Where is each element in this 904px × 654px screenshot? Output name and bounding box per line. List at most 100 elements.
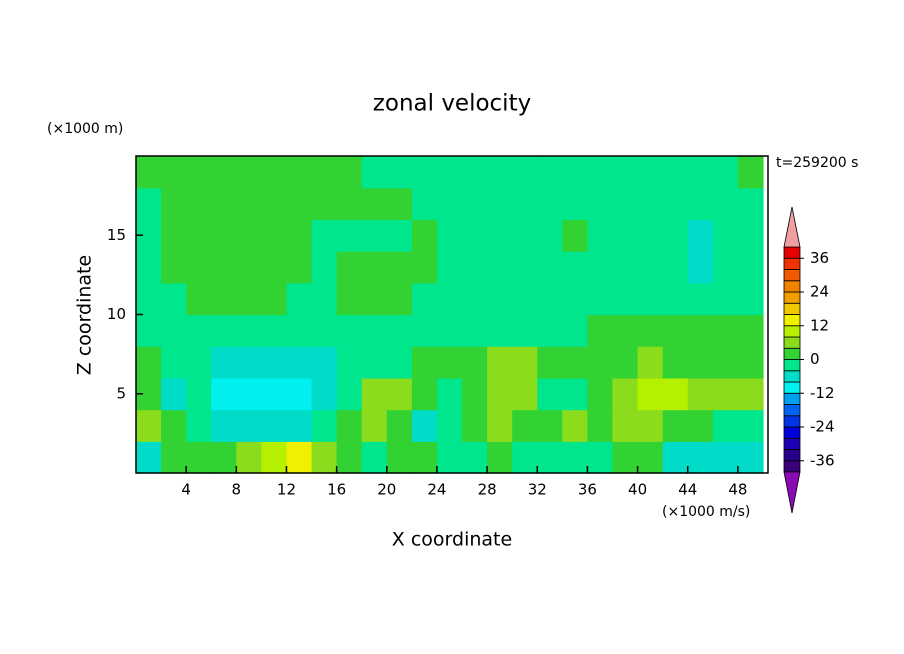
contour-cell [537, 282, 563, 316]
contour-cell [236, 409, 262, 442]
colorbar-box [783, 302, 801, 315]
contour-cell [587, 314, 614, 347]
contour-cell [637, 282, 664, 316]
contour-cell [562, 187, 589, 220]
contour-cell [336, 314, 363, 347]
contour-cell [512, 251, 538, 284]
contour-cell [336, 409, 363, 442]
contour-cell [737, 377, 764, 411]
contour-cell [286, 156, 313, 189]
contour-cell [487, 282, 513, 316]
contour-cell [161, 314, 187, 347]
contour-cell [612, 251, 639, 284]
x-tick-label: 4 [181, 481, 191, 499]
colorbar-box [783, 291, 801, 304]
contour-cell [562, 219, 589, 252]
contour-cell [612, 219, 639, 252]
contour-cell [662, 314, 689, 347]
contour-cell [336, 251, 363, 284]
contour-cell [386, 441, 413, 474]
contour-cell [612, 187, 639, 220]
contour-cell [687, 409, 714, 442]
contour-cell [487, 377, 513, 411]
contour-cell [687, 441, 714, 474]
contour-cell [161, 377, 187, 411]
contour-cell [186, 346, 212, 379]
contour-cell [537, 441, 563, 474]
contour-cell [361, 314, 388, 347]
contour-cell [336, 441, 363, 474]
contour-cell [311, 187, 338, 220]
contour-cell [512, 187, 538, 220]
contour-cell [537, 187, 563, 220]
contour-cell [512, 314, 538, 347]
contour-cell [662, 346, 689, 379]
time-label: t=259200 s [776, 155, 858, 171]
contour-cell [687, 282, 714, 316]
contour-cell [286, 377, 313, 411]
contour-cell [336, 282, 363, 316]
colorbar-box [783, 269, 801, 282]
colorbar-box [783, 370, 801, 383]
colorbar-box [783, 280, 801, 293]
contour-cell [462, 441, 488, 474]
contour-cell [712, 346, 739, 379]
contour-cell [587, 251, 614, 284]
contour-cell [612, 282, 639, 316]
contour-cell [562, 282, 589, 316]
x-tick-label: 48 [728, 481, 747, 499]
contour-cell [687, 187, 714, 220]
contour-cell [612, 377, 639, 411]
contour-cell [136, 441, 162, 474]
contour-cell [411, 409, 438, 442]
contour-cell [712, 156, 739, 189]
y-axis-title: Z coordinate [74, 255, 96, 375]
contour-cell [487, 187, 513, 220]
contour-cell [261, 377, 288, 411]
contour-cell [737, 346, 764, 379]
contour-cell [587, 282, 614, 316]
contour-cell [637, 377, 664, 411]
contour-cell [186, 282, 212, 316]
contour-cell [562, 346, 589, 379]
contour-cell [386, 156, 413, 189]
contour-cell [161, 156, 187, 189]
contour-cell [662, 156, 689, 189]
contour-cell [537, 314, 563, 347]
contour-cell [311, 314, 338, 347]
contour-cell [386, 282, 413, 316]
colorbar-box [783, 449, 801, 462]
colorbar-box [783, 381, 801, 394]
contour-cell [411, 251, 438, 284]
contour-cell [211, 156, 237, 189]
contour-cell [211, 409, 237, 442]
contour-cell [487, 251, 513, 284]
contour-cell [637, 251, 664, 284]
colorbar-box [783, 325, 801, 338]
contour-cell [737, 251, 764, 284]
contour-cell [261, 219, 288, 252]
contour-cell [261, 409, 288, 442]
contour-cell [361, 409, 388, 442]
contour-cell [386, 346, 413, 379]
x-unit: (×1000 m/s) [662, 504, 750, 520]
contour-cell [236, 314, 262, 347]
colorbar-tick-label: 36 [810, 249, 829, 267]
contour-cell [311, 346, 338, 379]
colorbar-tick-label: 0 [810, 350, 820, 368]
contour-cell [462, 282, 488, 316]
contour-cell [737, 441, 764, 474]
contour-cell [211, 187, 237, 220]
contour-cell [662, 377, 689, 411]
contour-cell [161, 409, 187, 442]
contour-cell [462, 251, 488, 284]
colorbar-tick-label: -12 [810, 384, 835, 402]
colorbar-tick-label: -24 [810, 418, 835, 436]
x-tick-label: 44 [678, 481, 697, 499]
contour-cell [211, 314, 237, 347]
x-tick-label: 20 [377, 481, 396, 499]
colorbar-box [783, 347, 801, 360]
contour-cell [161, 346, 187, 379]
x-tick-label: 16 [327, 481, 346, 499]
